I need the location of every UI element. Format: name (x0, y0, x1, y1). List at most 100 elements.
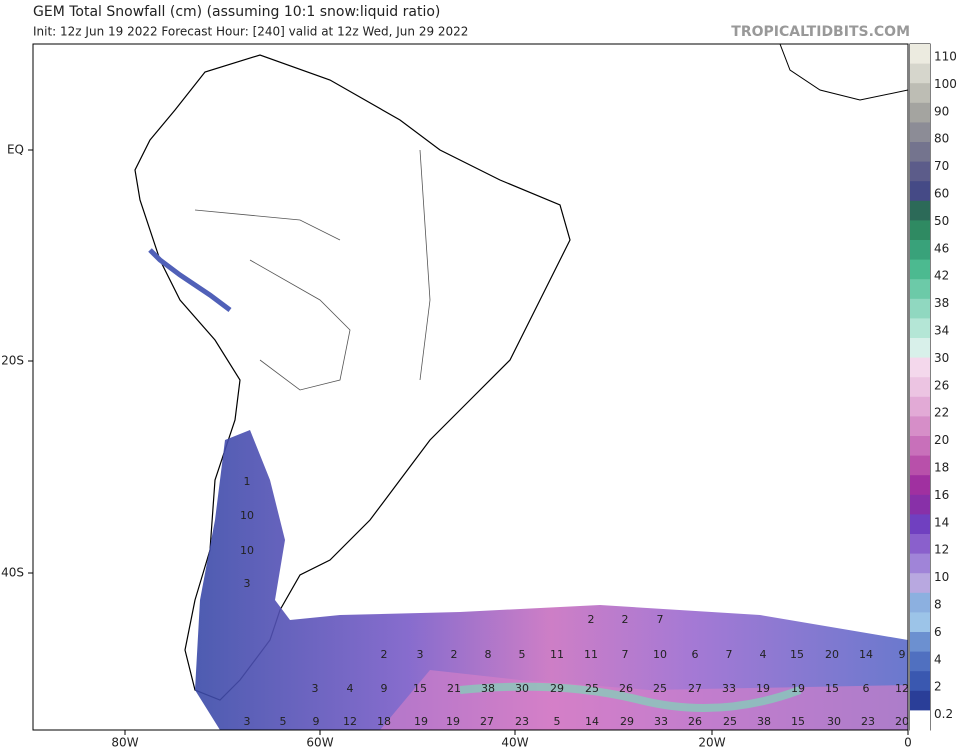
colorbar-label: 46 (934, 241, 949, 255)
map-value-label: 15 (413, 682, 427, 695)
colorbar-swatch (910, 44, 930, 65)
map-value-label: 7 (657, 613, 664, 626)
map-value-label: 15 (825, 682, 839, 695)
map-value-label: 7 (726, 648, 733, 661)
lat-label: EQ (7, 143, 24, 157)
map-value-label: 6 (692, 648, 699, 661)
colorbar-swatch (910, 455, 930, 476)
colorbar-swatch (910, 357, 930, 378)
colorbar-swatch (910, 338, 930, 359)
map-value-label: 27 (480, 715, 494, 728)
snowfall-max (459, 682, 802, 712)
colorbar-swatch (910, 240, 930, 261)
colorbar-swatch (910, 122, 930, 143)
lat-label: 40S (1, 566, 24, 580)
map-value-label: 21 (447, 682, 461, 695)
snowfall-area (195, 430, 908, 730)
colorbar-label: 26 (934, 378, 949, 392)
colorbar-label: 18 (934, 461, 949, 475)
map-value-label: 30 (827, 715, 841, 728)
map-value-label: 29 (620, 715, 634, 728)
colorbar-swatch (910, 377, 930, 398)
colorbar-swatch (910, 514, 930, 535)
colorbar-label: 42 (934, 269, 949, 283)
colorbar-label: 60 (934, 187, 949, 201)
colorbar-swatch (910, 318, 930, 339)
map-value-label: 10 (240, 544, 254, 557)
map-value-label: 9 (313, 715, 320, 728)
map-value-label: 38 (481, 682, 495, 695)
map-value-label: 38 (757, 715, 771, 728)
colorbar-swatch (910, 279, 930, 300)
colorbar-label: 16 (934, 488, 949, 502)
borders (194, 149, 431, 391)
colorbar-swatch (910, 710, 930, 731)
colorbar-swatch (910, 102, 930, 123)
map-value-label: 26 (619, 682, 633, 695)
map-value-label: 2 (381, 648, 388, 661)
colorbar-label: 70 (934, 159, 949, 173)
map-value-label: 10 (653, 648, 667, 661)
map-value-label: 5 (280, 715, 287, 728)
colorbar-swatch (910, 396, 930, 417)
colorbar-swatch (910, 259, 930, 280)
africa (779, 44, 908, 101)
colorbar-swatch (910, 200, 930, 221)
colorbar-swatch (910, 690, 930, 711)
map-value-label: 3 (312, 682, 319, 695)
map-value-label: 4 (347, 682, 354, 695)
map-value-label: 25 (653, 682, 667, 695)
colorbar-label: 38 (934, 296, 949, 310)
map-value-label: 33 (722, 682, 736, 695)
map-value-label: 11 (584, 648, 598, 661)
map-value-label: 5 (519, 648, 526, 661)
map-value-label: 19 (791, 682, 805, 695)
colorbar-swatch (910, 651, 930, 672)
colorbar-label: 6 (934, 625, 942, 639)
colorbar-swatch (910, 298, 930, 319)
colorbar-label: 2 (934, 680, 942, 694)
title: GEM Total Snowfall (cm) (assuming 10:1 s… (33, 4, 440, 20)
colorbar-label: 10 (934, 570, 949, 584)
map-value-label: 5 (554, 715, 561, 728)
colorbar-swatch (910, 142, 930, 163)
map-value-label: 23 (861, 715, 875, 728)
map-value-label: 8 (485, 648, 492, 661)
colorbar-swatch (910, 475, 930, 496)
map-value-label: 25 (585, 682, 599, 695)
colorbar-label: 80 (934, 132, 949, 146)
colorbar-swatch (910, 83, 930, 104)
lon-label: 0 (904, 736, 912, 750)
subtitle: Init: 12z Jun 19 2022 Forecast Hour: [24… (33, 25, 468, 39)
map-value-label: 14 (585, 715, 599, 728)
map-value-label: 15 (790, 648, 804, 661)
lon-label: 60W (306, 736, 333, 750)
colorbar-label: 110 (934, 50, 957, 64)
lon-label: 80W (111, 736, 138, 750)
colorbar-swatch (910, 181, 930, 202)
map-value-label: 12 (895, 682, 909, 695)
map-value-label: 29 (550, 682, 564, 695)
map-value-label: 2 (622, 613, 629, 626)
map-value-label: 19 (446, 715, 460, 728)
map-value-label: 3 (417, 648, 424, 661)
map-value-label: 19 (414, 715, 428, 728)
colorbar-swatch (910, 592, 930, 613)
colorbar-label: 30 (934, 351, 949, 365)
map-value-label: 3 (244, 577, 251, 590)
map-value-label: 3 (244, 715, 251, 728)
colorbar-swatch (910, 553, 930, 574)
colorbar-label: 4 (934, 652, 942, 666)
map-value-label: 9 (381, 682, 388, 695)
colorbar-label: 34 (934, 324, 949, 338)
andes-snow (148, 248, 232, 312)
map-value-label: 6 (863, 682, 870, 695)
map-value-label: 26 (688, 715, 702, 728)
map-value-label: 25 (723, 715, 737, 728)
map-value-label: 19 (756, 682, 770, 695)
map-value-label: 27 (688, 682, 702, 695)
watermark: TROPICALTIDBITS.COM (731, 24, 910, 40)
colorbar-swatch (910, 63, 930, 84)
colorbar-swatch (910, 416, 930, 437)
colorbar-swatch (910, 534, 930, 555)
